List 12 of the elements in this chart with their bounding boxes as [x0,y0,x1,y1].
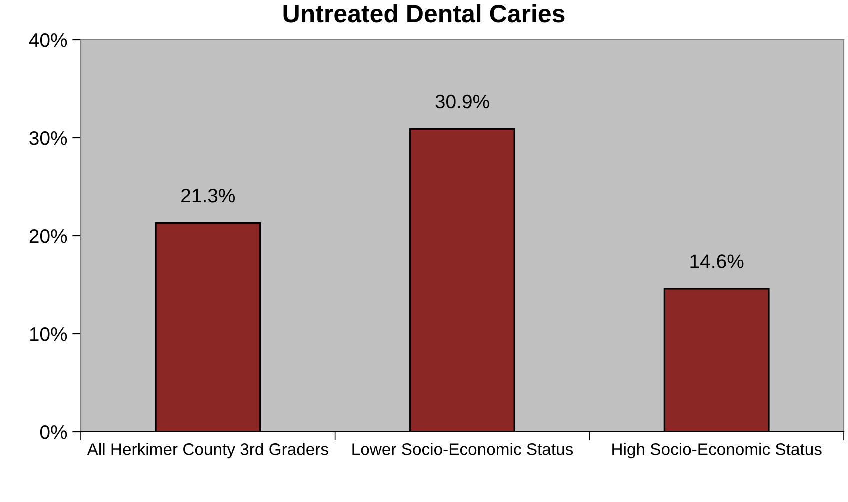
data-label: 30.9% [436,94,490,109]
data-label: 21.3% [182,188,236,203]
y-tick-label: 40% [29,33,68,48]
x-tick-label: High Socio-Economic Status [612,443,822,459]
y-tick-label: 0% [40,425,68,440]
data-label: 14.6% [690,254,744,268]
x-tick-label: All Herkimer County 3rd Graders [87,443,328,459]
chart-title: Untreated Dental Caries [284,4,565,23]
y-tick-label: 20% [30,229,68,244]
y-tick-label: 10% [30,327,68,342]
y-tick-label: 30% [30,131,68,146]
x-tick-label: Lower Socio-Economic Status [352,443,574,456]
